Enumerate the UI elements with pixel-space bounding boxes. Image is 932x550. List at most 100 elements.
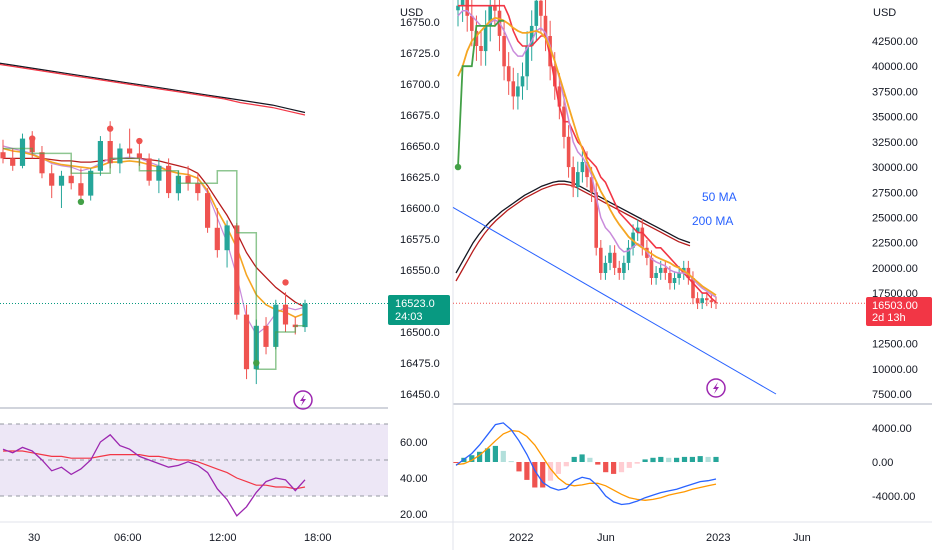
daily-candle-body (599, 247, 603, 273)
candle-body (68, 175, 74, 184)
daily-candle-body (649, 257, 654, 278)
candle-body (10, 158, 16, 166)
right-y-tick-label: 35000.00 (872, 112, 918, 124)
rsi-y-tick-label: 20.00 (400, 509, 428, 521)
right-y-tick-label: 37500.00 (872, 86, 918, 98)
daily-candle-body (585, 162, 589, 178)
daily-candle-body (622, 262, 626, 273)
right-price-badge-countdown: 2d 13h (872, 312, 906, 324)
daily-candle-body (529, 25, 534, 47)
candle-body (19, 138, 26, 166)
right-x-tick-label: 2023 (706, 532, 730, 544)
right-y-tick-label: 42500.00 (872, 36, 918, 48)
daily-candle-body (571, 167, 575, 188)
daily-candle-body (714, 302, 718, 304)
daily-candle-body (612, 252, 617, 268)
candle-body (185, 175, 191, 184)
macd-y-tick-label: 0.00 (872, 457, 893, 469)
right-y-tick-label: 12500.00 (872, 339, 918, 351)
candle-body (243, 314, 250, 370)
macd-y-tick-label: -4000.00 (872, 491, 915, 503)
psar-dot-green (253, 359, 260, 367)
macd-histogram-bar (469, 455, 475, 462)
daily-candle-body (479, 46, 483, 51)
candle-body (127, 148, 133, 154)
candle-body (166, 165, 172, 194)
daily-candle-body (488, 5, 492, 26)
daily-candle-body (516, 86, 520, 97)
right-macd-plot (453, 422, 719, 506)
macd-histogram-bar (697, 456, 703, 462)
macd-histogram-bar (453, 462, 459, 463)
candle-body (58, 175, 65, 186)
rsi-line (2, 433, 306, 517)
candle-body (234, 225, 240, 315)
daily-candle-body (640, 227, 645, 248)
daily-candle-body (658, 267, 663, 273)
rsi-y-tick-label: 60.00 (400, 437, 428, 449)
macd-histogram-bar (516, 462, 522, 472)
macd-histogram-bar (563, 462, 569, 467)
psar-dot-red (29, 135, 36, 142)
macd-line (455, 422, 717, 506)
daily-candle-body (654, 273, 658, 278)
daily-candle-body (608, 252, 612, 263)
ma-yellow-line (457, 16, 717, 296)
psar-dot-red (136, 137, 143, 145)
candle-body (39, 152, 45, 174)
candle-body (107, 141, 113, 164)
macd-histogram-bar (500, 450, 506, 462)
left-y-tick-label: 16700.0 (400, 79, 440, 91)
daily-candle-body (700, 298, 704, 304)
daily-candle-body (553, 66, 557, 87)
candle-body (146, 158, 152, 181)
right-y-tick-label: 10000.00 (872, 364, 918, 376)
left-x-tick-label: 06:00 (114, 532, 142, 544)
candle-body (117, 148, 123, 164)
daily-candle-body (557, 86, 562, 107)
candle-body (263, 325, 269, 347)
candle-body (88, 170, 94, 196)
right-price-plot (452, 0, 866, 395)
macd-histogram-bar (634, 462, 640, 464)
daily-candle-body (576, 172, 580, 188)
candle-body (29, 138, 35, 153)
rsi-y-tick-label: 40.00 (400, 473, 428, 485)
macd-histogram-bar (650, 457, 656, 463)
macd-histogram-bar (681, 456, 688, 462)
daily-candle-body (677, 273, 681, 278)
left-y-tick-label: 16650.0 (400, 141, 440, 153)
lightning-icon[interactable] (293, 390, 313, 410)
right-y-tick-label: 40000.00 (872, 61, 918, 73)
macd-histogram-bar (579, 454, 585, 462)
daily-candle-body (691, 278, 695, 299)
left-price-badge-value: 16523.0 (395, 298, 435, 310)
daily-candle-body (520, 76, 525, 87)
candle-body (156, 165, 162, 181)
candle-body (175, 175, 181, 194)
candle-body (136, 153, 142, 159)
daily-candle-body (626, 247, 631, 263)
psar-green-line (457, 19, 505, 168)
macd-histogram-bar (603, 462, 609, 473)
daily-candle-body (663, 267, 668, 273)
candle-body (97, 141, 103, 171)
left-x-tick-label: 30 (28, 532, 40, 544)
candle-body (205, 193, 211, 228)
daily-candle-body (456, 5, 460, 11)
macd-histogram-bar (484, 448, 491, 462)
right-x-tick-label: Jun (597, 532, 615, 544)
right-x-tick-label: 2022 (509, 532, 533, 544)
left-price-badge-bg (388, 295, 450, 325)
left-y-tick-label: 16725.0 (400, 48, 440, 60)
psar-dot-green (77, 198, 85, 205)
lightning-icon[interactable] (706, 378, 726, 398)
psar-dot-red (106, 125, 114, 132)
ma200-annotation: 200 MA (692, 214, 733, 228)
trend-line (452, 206, 777, 395)
left-x-tick-label: 18:00 (304, 532, 332, 544)
left-y-tick-label: 16575.0 (400, 234, 440, 246)
candle-body (282, 304, 289, 325)
right-currency-label: USD (873, 7, 896, 19)
daily-candle-body (511, 81, 516, 97)
